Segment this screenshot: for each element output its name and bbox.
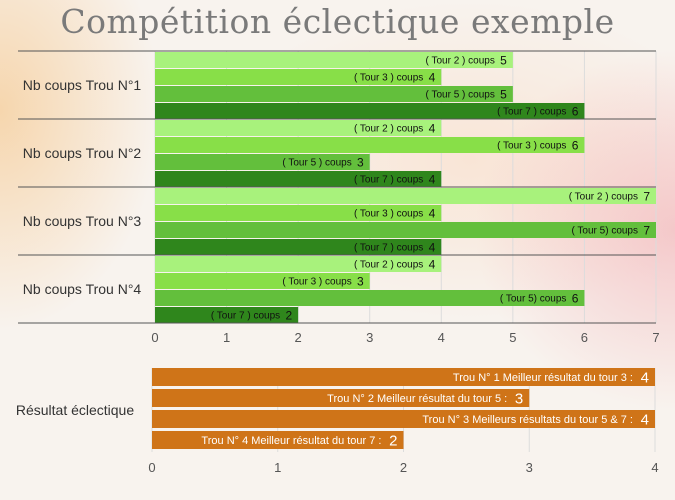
- data-label: 4: [429, 207, 436, 221]
- bar-label: ( Tour 7 ) coups: [211, 311, 280, 322]
- data-label: 7: [643, 224, 650, 238]
- data-label: 6: [572, 139, 579, 153]
- bar-label: ( Tour 3 ) coups: [354, 73, 423, 84]
- data-label: 3: [357, 275, 364, 289]
- data-label: 4: [429, 258, 436, 272]
- x-tick-label: 1: [223, 330, 230, 345]
- data-label: 7: [643, 190, 650, 204]
- bar: [152, 389, 530, 407]
- x-tick-label: 7: [652, 330, 659, 345]
- data-label: 3: [357, 156, 364, 170]
- bar-label: ( Tour 3 ) coups: [282, 277, 351, 288]
- data-label: 4: [429, 173, 436, 187]
- data-label: 2: [389, 433, 397, 450]
- bar-label: ( Tour 5) coups: [571, 226, 638, 237]
- bar: [155, 222, 656, 238]
- bar: [155, 103, 585, 119]
- category-label: Nb coups Trou N°3: [23, 213, 142, 229]
- bar-label: Trou N° 2 Meilleur résultat du tour 5 :: [327, 393, 507, 405]
- bar: [155, 273, 370, 289]
- bar-label: ( Tour 3 ) coups: [354, 209, 423, 220]
- data-label: 4: [641, 370, 649, 387]
- bar: [155, 137, 585, 153]
- bar-label: ( Tour 2 ) coups: [426, 56, 495, 67]
- x-tick-label: 2: [400, 460, 407, 475]
- x-tick-label: 5: [509, 330, 516, 345]
- bar-label: ( Tour 5) coups: [500, 294, 567, 305]
- bar: [155, 239, 442, 255]
- bar-label: ( Tour 7 ) coups: [354, 175, 423, 186]
- bar-label: ( Tour 2 ) coups: [354, 260, 423, 271]
- bar-label: ( Tour 2 ) coups: [354, 124, 423, 135]
- data-label: 4: [429, 122, 436, 136]
- data-label: 6: [572, 292, 579, 306]
- bar: [152, 431, 404, 449]
- category-label: Nb coups Trou N°1: [23, 77, 142, 93]
- bar-label: ( Tour 7 ) coups: [497, 107, 566, 118]
- bar-label: ( Tour 5 ) coups: [282, 158, 351, 169]
- data-label: 3: [515, 391, 523, 408]
- data-label: 5: [500, 54, 507, 68]
- data-label: 4: [429, 71, 436, 85]
- data-label: 6: [572, 105, 579, 119]
- data-label: 2: [285, 309, 292, 323]
- bar: [155, 205, 442, 221]
- bar: [155, 171, 442, 187]
- category-label: Nb coups Trou N°4: [23, 281, 142, 297]
- bar: [152, 368, 655, 386]
- bar: [155, 86, 513, 102]
- bar-label: Trou N° 3 Meilleurs résultats du tour 5 …: [422, 414, 633, 426]
- bar: [155, 154, 370, 170]
- bar-label: ( Tour 3 ) coups: [497, 141, 566, 152]
- chart-title: Compétition éclectique exemple: [60, 2, 615, 41]
- data-label: 4: [641, 412, 649, 429]
- data-label: 4: [429, 241, 436, 255]
- bar: [155, 188, 656, 204]
- bar-label: Trou N° 1 Meilleur résultat du tour 3 :: [453, 372, 633, 384]
- bar-label: ( Tour 2 ) coups: [569, 192, 638, 203]
- bar-label: ( Tour 5 ) coups: [426, 90, 495, 101]
- x-tick-label: 4: [438, 330, 445, 345]
- x-tick-label: 0: [151, 330, 158, 345]
- category-label: Résultat éclectique: [16, 402, 135, 418]
- x-tick-label: 3: [526, 460, 533, 475]
- bar: [155, 256, 442, 272]
- bar-label: ( Tour 7 ) coups: [354, 243, 423, 254]
- bar: [155, 307, 299, 323]
- data-label: 5: [500, 88, 507, 102]
- x-tick-label: 2: [295, 330, 302, 345]
- bar: [155, 290, 585, 306]
- category-label: Nb coups Trou N°2: [23, 145, 142, 161]
- bar: [155, 69, 442, 85]
- bar-label: Trou N° 4 Meilleur résultat du tour 7 :: [201, 435, 381, 447]
- x-tick-label: 1: [274, 460, 281, 475]
- x-tick-label: 6: [581, 330, 588, 345]
- x-tick-label: 4: [651, 460, 658, 475]
- x-tick-label: 3: [366, 330, 373, 345]
- bar: [152, 410, 655, 428]
- bar: [155, 52, 513, 68]
- bar: [155, 120, 442, 136]
- x-tick-label: 0: [148, 460, 155, 475]
